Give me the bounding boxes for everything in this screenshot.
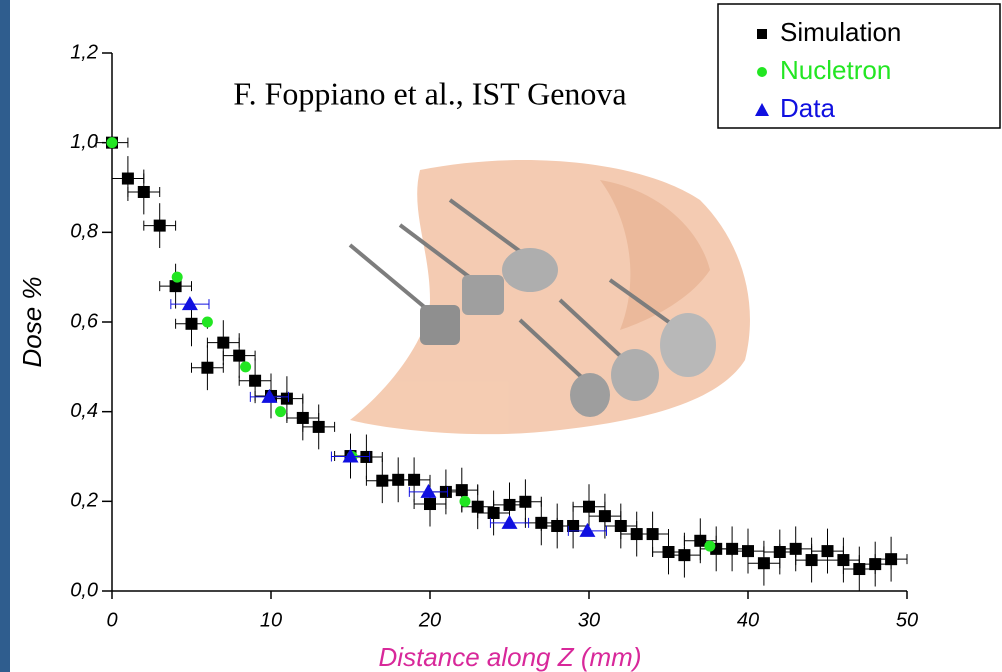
point [185,317,198,330]
point [501,514,518,529]
x-axis-label: Distance along Z (mm) [379,642,642,672]
y-tick-label: 0,0 [70,579,98,601]
point [181,296,198,311]
point [742,545,754,558]
applicator-illustration [348,160,750,435]
y-axis-label: Dose % [17,276,47,367]
x-tick-label: 30 [578,609,600,631]
legend-marker [757,67,767,77]
point [121,172,134,185]
point [420,483,437,498]
annotation: F. Foppiano et al., IST Genova [233,75,626,111]
legend-label: Nucletron [780,55,891,85]
point [885,553,898,566]
point [471,500,484,513]
legend-marker [757,29,767,39]
point [519,495,532,508]
point [106,137,118,149]
point [694,534,707,547]
x-tick-label: 40 [737,609,759,631]
point [201,316,213,328]
y-tick-label: 1,0 [70,131,98,153]
point [342,448,359,463]
point [275,406,287,418]
point [789,542,802,555]
point [704,540,716,552]
point [455,484,468,497]
point [757,557,770,570]
point [598,510,611,523]
point [614,519,627,532]
point [579,522,596,537]
point [408,473,421,486]
y-tick-label: 0,2 [70,490,98,512]
point [280,392,293,405]
x-tick-label: 0 [106,609,117,631]
x-tick-label: 20 [418,609,441,631]
point [312,420,325,433]
point [137,185,150,198]
legend-label: Data [780,93,835,123]
legend-marker [755,103,769,116]
point [169,280,182,293]
point [805,554,818,567]
y-tick-label: 0,4 [70,400,98,422]
y-tick-label: 0,8 [70,221,98,243]
y-tick-label: 0,6 [70,310,99,332]
point [171,271,183,283]
point [240,361,252,373]
legend-label: Simulation [780,17,901,47]
point [201,361,214,374]
x-tick-label: 10 [260,609,282,631]
legend-box [717,3,1001,129]
y-tick-label: 1,2 [70,41,98,63]
point [487,506,500,519]
point [296,411,309,424]
point [583,500,595,513]
point [646,528,659,541]
point [678,549,691,562]
point [837,554,850,567]
point [233,349,246,362]
x-tick-label: 50 [896,609,918,631]
point [424,498,436,511]
point [459,495,471,507]
point [821,545,834,558]
point [153,219,166,232]
side-strip [0,0,10,672]
point [217,336,230,349]
point [567,519,580,532]
point [261,388,278,403]
point [249,374,262,387]
